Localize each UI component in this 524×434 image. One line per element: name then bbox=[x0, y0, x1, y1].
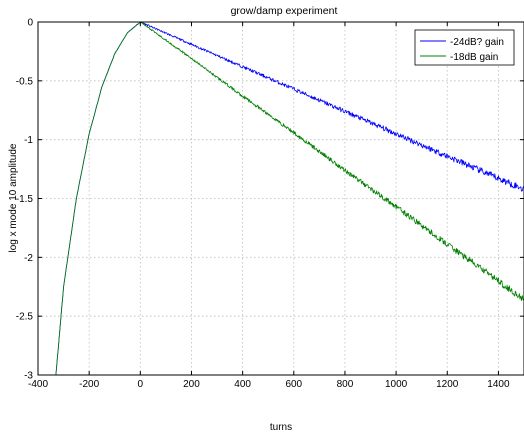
x-tick-label: 800 bbox=[337, 379, 354, 390]
series-line-2 bbox=[55, 21, 524, 376]
x-tick-label: 0 bbox=[138, 379, 144, 390]
x-tick-label: 1400 bbox=[487, 379, 510, 390]
y-tick-label: -3 bbox=[24, 371, 33, 382]
y-tick-label: -1.5 bbox=[16, 194, 34, 205]
plot-area bbox=[37, 21, 524, 376]
legend-label-series-2: -18dB gain bbox=[450, 52, 498, 63]
x-tick-label: 1000 bbox=[385, 379, 408, 390]
x-tick-label: 1200 bbox=[436, 379, 459, 390]
y-tick-label: -1 bbox=[24, 135, 33, 146]
y-tick-label: -2.5 bbox=[16, 312, 34, 323]
x-tick-label: 200 bbox=[183, 379, 200, 390]
series-layer bbox=[55, 21, 524, 376]
x-tick-label: -400 bbox=[28, 379, 48, 390]
chart-title: grow/damp experiment bbox=[231, 5, 338, 17]
tick-labels: -400 -200 0 200 400 600 800 1000 1200 1400 0 -0.5 -1… bbox=[16, 18, 510, 391]
legend: -24dB? gain -18dB gain bbox=[414, 29, 515, 66]
legend-label-series-1: -24dB? gain bbox=[450, 37, 504, 48]
ticks bbox=[37, 21, 524, 376]
x-tick-label: 400 bbox=[234, 379, 251, 390]
x-tick-label: 600 bbox=[285, 379, 302, 390]
y-tick-label: -0.5 bbox=[16, 76, 34, 87]
y-tick-label: -2 bbox=[24, 253, 33, 264]
x-tick-label: -200 bbox=[79, 379, 99, 390]
y-axis-title: log x mode 10 amplitude bbox=[8, 143, 19, 252]
x-axis-title: turns bbox=[270, 422, 292, 433]
legend-box bbox=[414, 29, 515, 66]
y-tick-label: 0 bbox=[27, 18, 33, 29]
